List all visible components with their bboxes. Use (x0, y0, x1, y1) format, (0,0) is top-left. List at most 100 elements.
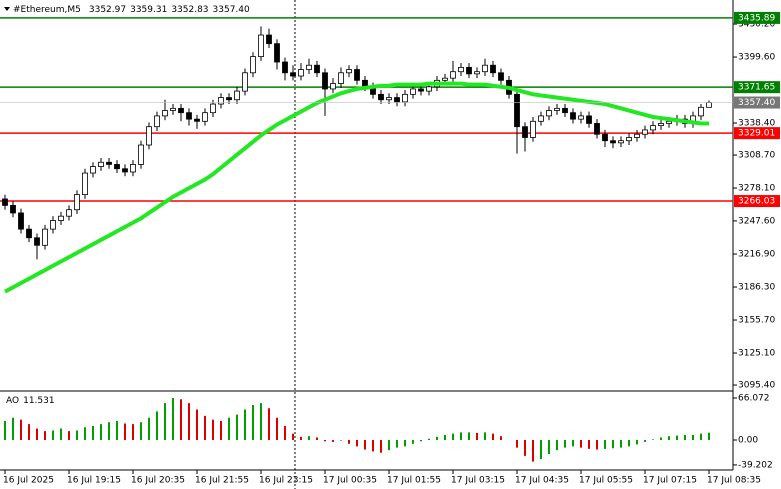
candle-body (474, 71, 480, 75)
candle-body (594, 123, 600, 135)
candle-body (290, 72, 296, 77)
candle-body (706, 102, 712, 108)
candle-body (514, 93, 520, 128)
candle-body (42, 228, 48, 246)
candle-body (546, 110, 552, 117)
candle-body (458, 66, 464, 73)
candle-body (10, 205, 16, 214)
y-tick-label: 3186.30 (738, 283, 775, 293)
high-value: 3359.31 (130, 5, 167, 15)
candle-body (274, 43, 280, 63)
menu-marker (4, 7, 10, 11)
candle-body (66, 209, 72, 217)
level-label: 3371.65 (738, 83, 775, 93)
level-label: 3435.89 (738, 13, 775, 23)
candle-body (106, 161, 112, 165)
candle-body (130, 164, 136, 173)
candle-body (330, 83, 336, 90)
candle-body (570, 112, 576, 120)
candle-body (298, 69, 304, 77)
candle-body (114, 164, 120, 170)
candle-body (634, 133, 640, 138)
x-tick-label: 17 Jul 05:55 (579, 476, 633, 486)
candle-body (354, 69, 360, 81)
candle-body (242, 72, 248, 92)
x-tick-label: 16 Jul 20:35 (131, 476, 185, 486)
candle-body (442, 77, 448, 81)
candle-body (482, 64, 488, 73)
candle-body (98, 161, 104, 167)
candle-body (122, 168, 128, 173)
candle-body (138, 144, 144, 165)
x-tick-label: 17 Jul 03:15 (451, 476, 505, 486)
candle-body (530, 120, 536, 138)
candle-body (698, 106, 704, 117)
candle-body (218, 97, 224, 105)
candle-body (394, 97, 400, 103)
candle-body (346, 69, 352, 74)
level-label: 3329.01 (738, 129, 775, 139)
candle-body (226, 97, 232, 101)
candle-body (418, 88, 424, 92)
y-tick-label: 3278.10 (738, 184, 775, 194)
candle-body (2, 198, 8, 206)
candle-body (626, 137, 632, 142)
level-label-box (734, 127, 780, 140)
candle-body (170, 107, 176, 111)
candle-body (34, 237, 40, 246)
candle-body (610, 140, 616, 144)
candle-body (378, 93, 384, 101)
candle-body (210, 103, 216, 114)
candle-body (154, 115, 160, 128)
candle-body (586, 115, 592, 124)
candle-body (490, 64, 496, 74)
close-value: 3357.40 (213, 5, 250, 15)
candle-body (58, 215, 64, 221)
current-price-label: 3357.40 (738, 98, 775, 108)
y-tick-label: 3308.70 (738, 151, 775, 161)
x-tick-label: 16 Jul 19:15 (67, 476, 121, 486)
y-tick-label: 3338.40 (738, 119, 775, 129)
ao-value: 11.531 (23, 396, 55, 406)
y-tick-label: 3155.70 (738, 316, 775, 326)
candle-body (258, 34, 264, 58)
candle-body (666, 120, 672, 124)
candle-body (658, 123, 664, 127)
candle-body (178, 107, 184, 114)
x-tick-label: 17 Jul 01:55 (387, 476, 441, 486)
y-tick-label: 3216.90 (738, 250, 775, 260)
ao-label: AO 11.531 (6, 396, 55, 406)
candle-body (498, 72, 504, 81)
symbol: #Ethereum,M5 (13, 5, 81, 15)
level-label-box (734, 195, 780, 208)
open-value: 3352.97 (89, 5, 126, 15)
x-tick-label: 16 Jul 21:55 (195, 476, 249, 486)
ao-name: AO (6, 396, 19, 406)
candle-body (386, 97, 392, 101)
candle-body (162, 110, 168, 117)
candle-body (322, 72, 328, 90)
header: #Ethereum,M5 3352.97 3359.31 3352.83 3357.40 (13, 5, 250, 15)
candle-body (18, 212, 24, 230)
y-tick-label: 3095.40 (738, 381, 775, 391)
candle-body (410, 88, 416, 95)
candle-body (50, 220, 56, 230)
x-tick-label: 17 Jul 07:15 (643, 476, 697, 486)
y-tick-label: 3247.60 (738, 216, 775, 226)
candle-body (562, 107, 568, 114)
candle-body (186, 112, 192, 120)
candle-body (194, 118, 200, 122)
candle-body (338, 72, 344, 84)
y-tick-label: 3399.60 (738, 53, 775, 63)
ao-tick-label: 66.072 (738, 393, 770, 403)
ao-tick-label: 0.00 (738, 435, 758, 445)
candle-body (90, 166, 96, 174)
candle-body (202, 112, 208, 122)
candle-body (306, 64, 312, 70)
y-tick-label: 3125.10 (738, 349, 775, 359)
candle-body (282, 61, 288, 74)
level-label: 3266.03 (738, 197, 775, 207)
x-tick-label: 17 Jul 00:35 (323, 476, 377, 486)
x-tick-label: 16 Jul 2025 (3, 476, 54, 486)
